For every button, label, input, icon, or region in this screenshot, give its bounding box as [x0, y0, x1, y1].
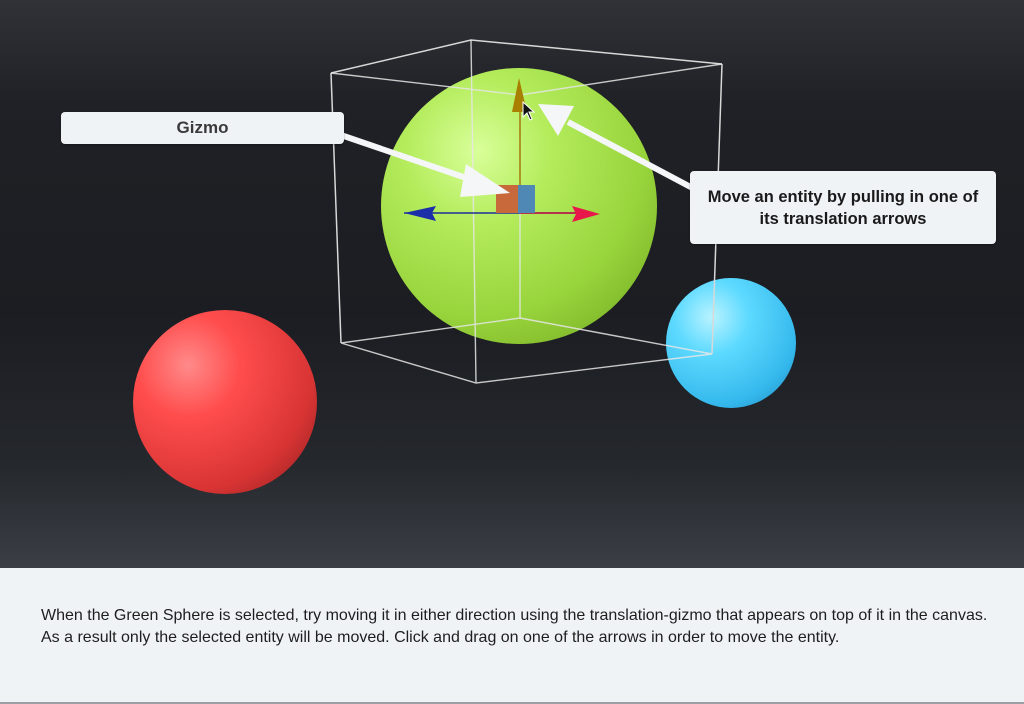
- move-entity-callout-text: Move an entity by pulling in one of its …: [707, 187, 979, 228]
- translation-gizmo[interactable]: [404, 78, 600, 222]
- callout-arrow-gizmo: [334, 130, 510, 197]
- gizmo-z-arrow-icon[interactable]: [404, 206, 436, 221]
- scene-canvas[interactable]: [0, 0, 1024, 568]
- move-entity-callout: Move an entity by pulling in one of its …: [690, 171, 996, 244]
- mouse-pointer-icon: [522, 100, 536, 121]
- blue-sphere[interactable]: [666, 278, 796, 408]
- gizmo-plane-yz-handle[interactable]: [518, 185, 535, 213]
- canvas-viewport[interactable]: Gizmo Move an entity by pulling in one o…: [0, 0, 1024, 568]
- instructions-text: When the Green Sphere is selected, try m…: [41, 607, 988, 646]
- gizmo-callout: Gizmo: [61, 112, 344, 144]
- gizmo-x-arrow-icon[interactable]: [572, 206, 600, 222]
- callout-arrow-move: [538, 104, 702, 195]
- red-sphere[interactable]: [133, 310, 317, 494]
- instructions-panel: When the Green Sphere is selected, try m…: [0, 568, 1024, 704]
